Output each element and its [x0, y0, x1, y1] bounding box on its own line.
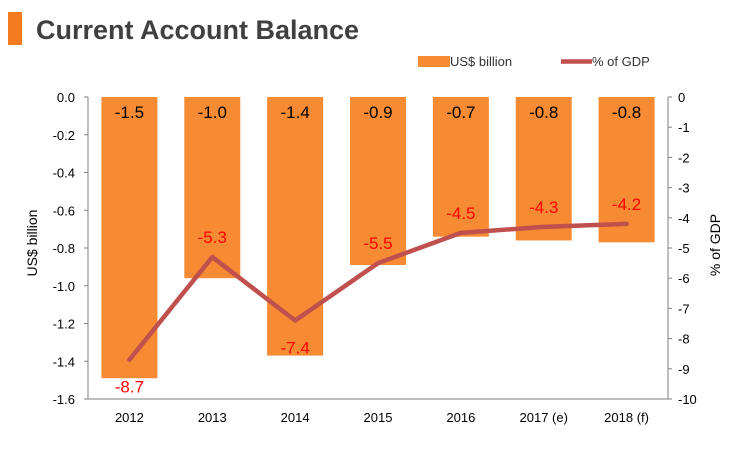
legend-swatch-bar: [418, 56, 450, 67]
y-tick-label: -1.2: [53, 317, 75, 332]
x-tick-label: 2017 (e): [520, 410, 568, 425]
line-value-label: -8.7: [115, 378, 144, 397]
y2-tick-label: -4: [678, 211, 690, 226]
y2-tick-label: -7: [678, 301, 690, 316]
line-value-label: -5.5: [363, 234, 392, 253]
bar-series: [101, 97, 655, 379]
y-tick-label: -1.6: [53, 392, 75, 407]
bar: [515, 97, 572, 241]
y2-tick-label: -1: [678, 120, 690, 135]
data-labels: -1.5 -1.0 -1.4 -0.9 -0.7 -0.8 -0.8 -8.7 -5.3 -7.4…: [115, 103, 641, 397]
axes: 0.0 -0.2 -0.4 -0.6 -0.8 -1.0 -1.2 -1.4 -1.6 0 -1 -2…: [53, 90, 697, 425]
y2-tick-label: -2: [678, 150, 690, 165]
bar-value-label: -1.5: [115, 103, 144, 122]
bar-value-label: -0.7: [446, 103, 475, 122]
line-value-label: -4.3: [529, 198, 558, 217]
bar: [350, 97, 406, 265]
y-tick-label: -0.4: [53, 166, 75, 181]
bar: [101, 97, 158, 379]
y-tick-label: 0.0: [57, 90, 75, 105]
bar: [184, 97, 241, 279]
bar-value-label: -1.4: [280, 103, 309, 122]
y2-axis-label: % of GDP: [707, 214, 723, 276]
y-tick-label: -1.0: [53, 279, 75, 294]
title-accent-bar: [8, 12, 22, 45]
y2-tick-label: -6: [678, 271, 690, 286]
y-axis-label: US$ billion: [24, 210, 40, 277]
bar-value-label: -0.8: [529, 103, 558, 122]
line-value-label: -4.2: [612, 195, 641, 214]
y2-tick-label: -9: [678, 362, 690, 377]
y2-tick-label: -10: [678, 392, 697, 407]
line-path: [127, 221, 629, 362]
y2-tick-label: -8: [678, 332, 690, 347]
x-tick-label: 2012: [115, 410, 144, 425]
legend-label-bar: US$ billion: [450, 54, 512, 69]
line-value-label: -7.4: [280, 338, 309, 357]
bar-value-label: -0.8: [612, 103, 641, 122]
line-series: [127, 221, 629, 362]
chart-title: Current Account Balance: [36, 15, 359, 45]
line-value-label: -5.3: [198, 228, 227, 247]
bar-value-label: -1.0: [198, 103, 227, 122]
legend-label-line: % of GDP: [592, 54, 650, 69]
x-tick-label: 2018 (f): [604, 410, 649, 425]
y-tick-label: -1.4: [53, 354, 75, 369]
y2-tick-label: -3: [678, 181, 690, 196]
y2-tick-label: -5: [678, 241, 690, 256]
x-tick-label: 2013: [198, 410, 227, 425]
bar-value-label: -0.9: [363, 103, 392, 122]
bar: [598, 97, 655, 243]
line-value-label: -4.5: [446, 204, 475, 223]
y-tick-label: -0.2: [53, 128, 75, 143]
y-tick-label: -0.8: [53, 241, 75, 256]
y2-tick-label: 0: [678, 90, 685, 105]
x-tick-label: 2015: [364, 410, 393, 425]
bar: [267, 97, 324, 356]
y-tick-label: -0.6: [53, 203, 75, 218]
x-tick-label: 2014: [281, 410, 310, 425]
bar: [432, 97, 489, 237]
legend: US$ billion % of GDP: [418, 54, 650, 69]
x-tick-label: 2016: [446, 410, 475, 425]
